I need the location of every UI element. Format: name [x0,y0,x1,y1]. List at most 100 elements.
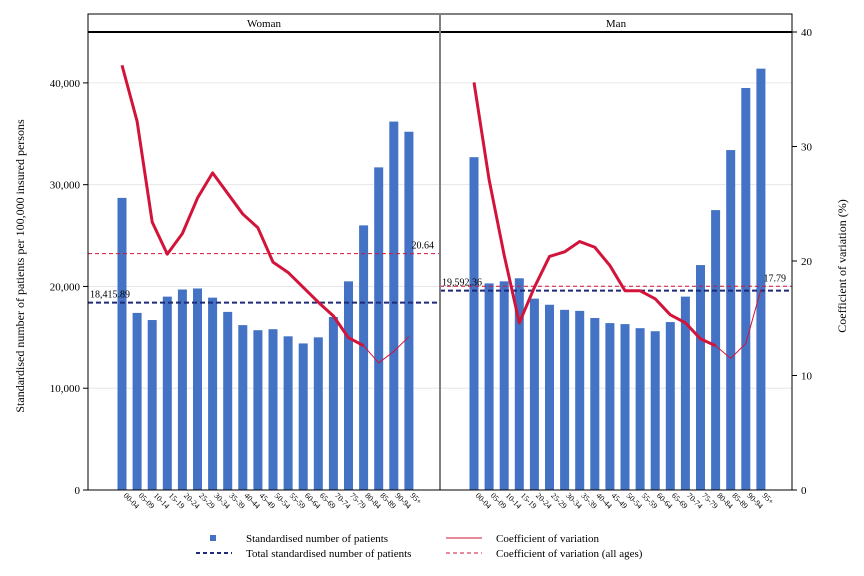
x-tick-label: 85-89 [378,491,398,511]
bar [374,167,384,490]
bar [560,309,570,490]
x-tick-label: 65-69 [318,491,338,511]
bar [469,157,479,491]
x-tick-label: 45-49 [257,491,277,511]
x-tick-label: 10-14 [152,491,172,511]
y-tick-label-left: 20,000 [50,281,81,293]
x-tick-label: 70-74 [333,491,353,511]
x-tick-label: 80-84 [363,491,383,511]
x-tick-label: 60-64 [655,491,675,511]
y-axis-title-left: Standardised number of patients per 100,… [13,119,27,413]
x-tick-label: 65-69 [670,491,690,511]
legend-label: Total standardised number of patients [246,548,411,560]
x-tick-label: 55-59 [640,491,660,511]
cv-all-label: 20.64 [412,241,435,252]
bar [117,197,127,491]
y-tick-label-right: 10 [801,371,813,383]
x-tick-label: 50-54 [625,491,645,511]
x-tick-label: 60-64 [303,491,323,511]
x-tick-label: 75-79 [348,491,368,511]
bar [514,278,524,490]
x-tick-label: 85-89 [730,491,750,511]
x-tick-label: 40-44 [242,491,262,511]
legend: Standardised number of patients Coefficie… [196,533,643,560]
bar [223,311,233,490]
cv-line-tail [715,289,762,359]
x-tick-label: 00-04 [122,491,142,511]
x-tick-label: 00-04 [474,491,494,511]
x-tick-label: 10-14 [504,491,524,511]
cv-line [120,64,365,348]
bar [680,296,690,490]
x-tick-label: 75-79 [700,491,720,511]
legend-label: Standardised number of patients [246,533,388,545]
bar [545,304,554,490]
bar [484,283,494,490]
y-tick-label-right: 0 [801,485,807,497]
y-tick-label-right: 20 [801,256,813,268]
x-tick-label: 05-09 [137,491,157,511]
bar [328,316,338,490]
bar [575,310,585,490]
panel-man: 19,592.36 17.79 00-0405-0910-1415-1920-242… [439,13,793,511]
legend-marker [210,535,216,541]
x-tick-label: 55-59 [288,491,308,511]
bar [344,281,353,490]
bar [298,343,308,490]
bar [268,329,278,490]
bar [635,328,645,490]
bar [162,296,172,490]
bar [499,281,509,490]
y-tick-label-left: 30,000 [50,180,81,192]
bar [590,317,600,490]
bar [741,87,751,490]
bar [283,336,293,490]
x-tick-label: 15-19 [519,491,539,511]
x-tick-label: 20-24 [534,491,554,511]
bar [313,337,323,490]
legend-label: Coefficient of variation (all ages) [496,548,643,560]
bar [726,150,736,490]
x-tick-label: 50-54 [273,491,293,511]
bar [711,210,721,490]
bar [529,298,539,490]
bar [147,320,157,490]
x-tick-label: 20-24 [182,491,202,511]
x-tick-label: 45-49 [609,491,629,511]
x-tick-label: 90-94 [745,491,765,511]
x-tick-label: 35-39 [579,491,599,511]
panel-woman: 18,415.89 20.64 00-0405-0910-1415-1920-242… [87,13,441,511]
bar [650,331,660,490]
bar [605,323,615,490]
bar [359,225,369,490]
x-tick-label: 15-19 [167,491,187,511]
bar [208,297,218,490]
y-tick-label-left: 10,000 [50,383,81,395]
total-label: 18,415.89 [90,290,130,301]
bar [696,265,705,490]
bar [756,68,766,490]
bar [620,324,630,490]
bar [132,312,142,490]
x-tick-label: 05-09 [489,491,509,511]
bar [665,322,675,490]
y-tick-label-left: 0 [75,485,81,497]
x-tick-label: 35-39 [227,491,247,511]
panel-title: Man [606,18,627,30]
cv-line-tail [363,336,410,364]
x-tick-label: 70-74 [685,491,705,511]
total-label: 19,592.36 [442,278,482,289]
y-tick-label-right: 30 [801,142,813,154]
x-tick-label: 30-34 [564,491,584,511]
bar [389,121,399,490]
bar [253,330,263,490]
x-tick-label: 40-44 [594,491,614,511]
bar [404,131,414,490]
bar [177,289,187,490]
x-tick-label: 25-29 [197,491,217,511]
y-axis-title-right: Coefficient of variation (%) [835,199,849,332]
bar [238,325,248,490]
y-tick-label-left: 40,000 [50,78,81,90]
x-tick-label: 30-34 [212,491,232,511]
